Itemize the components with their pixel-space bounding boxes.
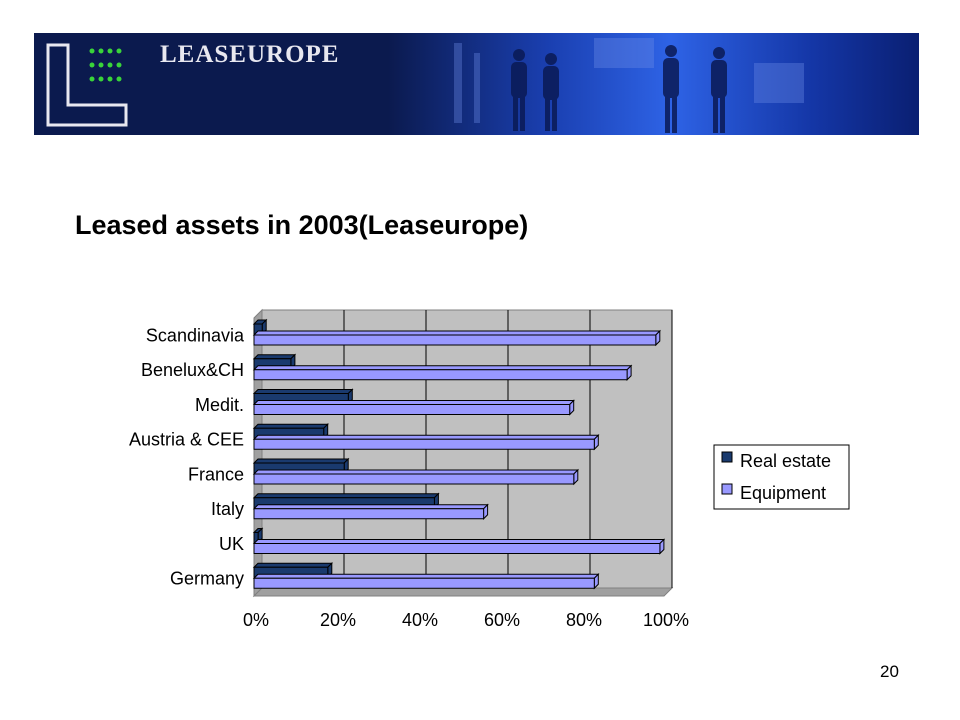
header-banner: LEASEUROPE	[34, 33, 919, 135]
legend-label: Equipment	[740, 483, 826, 503]
bar-equipment	[252, 434, 600, 451]
category-label: UK	[219, 534, 244, 554]
x-tick-label: 20%	[320, 610, 356, 630]
leaseurope-logo-icon	[46, 43, 128, 127]
category-label: Benelux&CH	[141, 360, 244, 380]
plot-floor	[252, 587, 674, 597]
x-tick-label: 100%	[643, 610, 689, 630]
bar-real-estate	[252, 492, 440, 509]
category-label: Medit.	[195, 395, 244, 415]
bar-equipment	[252, 329, 662, 347]
bar-equipment	[252, 399, 575, 416]
business-people-image	[454, 38, 804, 133]
x-tick-label: 60%	[484, 610, 520, 630]
category-label: Austria & CEE	[129, 430, 244, 450]
x-tick-label: 0%	[243, 610, 269, 630]
legend-swatch	[721, 483, 733, 495]
bar-equipment	[252, 468, 580, 486]
slide-title: Leased assets in 2003(Leaseurope)	[75, 210, 529, 240]
bar-equipment	[252, 503, 489, 520]
bar-equipment	[252, 538, 666, 555]
bar-equipment	[252, 573, 600, 590]
x-tick-label: 80%	[566, 610, 602, 630]
category-label: Germany	[170, 569, 244, 589]
bar-equipment	[252, 364, 633, 381]
x-tick-label: 40%	[402, 610, 438, 630]
brand-name: LEASEUROPE	[160, 41, 340, 68]
legend-box	[713, 444, 850, 510]
category-label: Scandinavia	[146, 325, 245, 345]
page-number: 20	[880, 662, 899, 681]
legend-label: Real estate	[740, 451, 831, 471]
legend-swatch	[721, 451, 733, 463]
category-label: France	[188, 464, 244, 484]
category-label: Italy	[211, 499, 244, 519]
